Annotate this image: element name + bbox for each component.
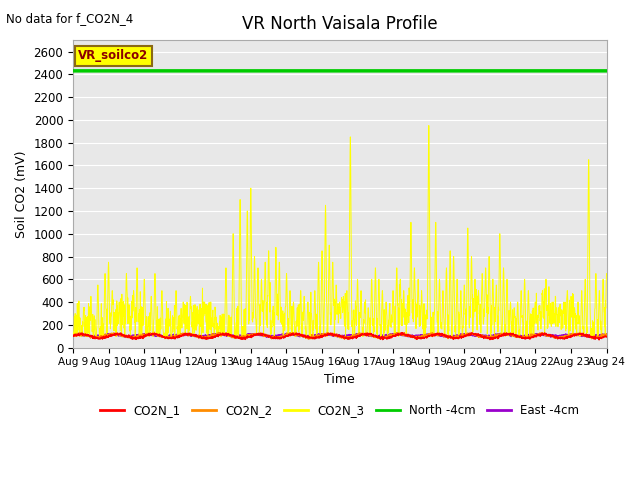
Title: VR North Vaisala Profile: VR North Vaisala Profile xyxy=(242,15,438,33)
Y-axis label: Soil CO2 (mV): Soil CO2 (mV) xyxy=(15,150,28,238)
Text: VR_soilco2: VR_soilco2 xyxy=(78,49,148,62)
Text: No data for f_CO2N_4: No data for f_CO2N_4 xyxy=(6,12,134,25)
Legend: CO2N_1, CO2N_2, CO2N_3, North -4cm, East -4cm: CO2N_1, CO2N_2, CO2N_3, North -4cm, East… xyxy=(95,400,584,422)
X-axis label: Time: Time xyxy=(324,373,355,386)
